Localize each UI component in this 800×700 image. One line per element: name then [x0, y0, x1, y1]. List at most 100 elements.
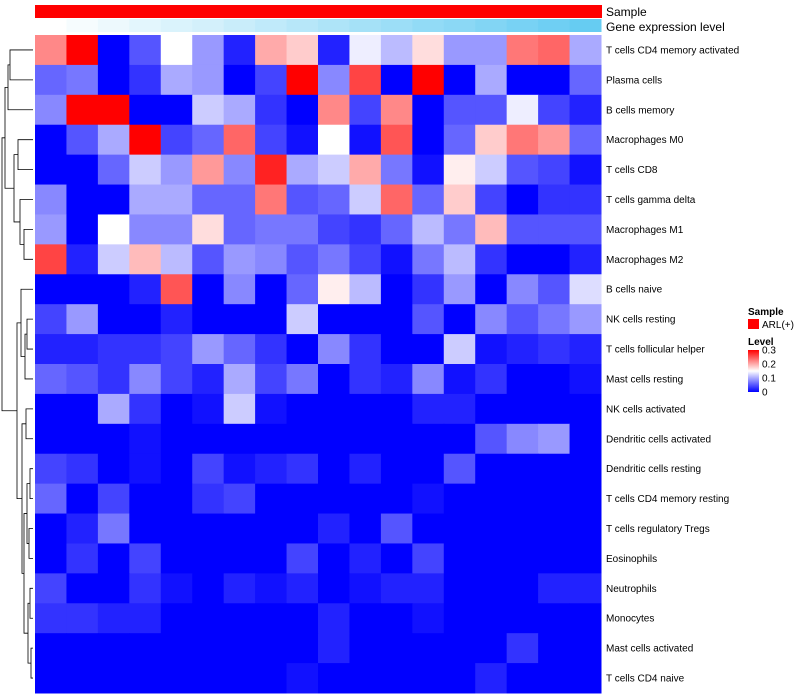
heatmap-cell	[475, 663, 508, 694]
gene-expression-annotation-cell	[223, 19, 256, 32]
gene-expression-annotation-cell	[160, 19, 193, 32]
heatmap-cell	[35, 304, 67, 335]
dendrogram-branch	[19, 199, 33, 245]
heatmap-cell	[349, 124, 382, 156]
heatmap-cell	[475, 94, 508, 126]
gene-expression-annotation-cell	[255, 19, 288, 32]
heatmap-cell	[160, 214, 193, 245]
heatmap-cell	[286, 393, 319, 425]
heatmap-cell	[380, 184, 413, 215]
heatmap-cell	[380, 124, 413, 156]
heatmap-cell	[160, 154, 193, 186]
heatmap-cell	[412, 573, 445, 604]
heatmap-cell	[412, 633, 445, 664]
heatmap-cell	[412, 543, 445, 574]
heatmap-cell	[506, 64, 539, 96]
heatmap-cell	[349, 633, 382, 664]
row-label: Macrophages M1	[606, 225, 684, 236]
heatmap-cell	[66, 244, 99, 275]
heatmap-cell	[97, 274, 130, 305]
heatmap-cell	[192, 35, 225, 66]
dendrogram-branch	[4, 86, 14, 189]
heatmap-cell	[97, 244, 130, 275]
heatmap-cell	[318, 184, 350, 215]
heatmap-cell	[160, 274, 193, 305]
heatmap-cell	[475, 35, 508, 66]
heatmap-cell	[475, 184, 508, 215]
heatmap-cell	[66, 603, 99, 634]
heatmap-cell	[318, 423, 350, 455]
heatmap-cell	[569, 35, 602, 66]
heatmap-cell	[255, 184, 288, 215]
heatmap-cell	[569, 274, 602, 305]
row-label: T cells gamma delta	[606, 195, 696, 206]
heatmap-cell	[223, 35, 256, 66]
heatmap-cell	[35, 244, 67, 275]
heatmap-cell	[129, 184, 162, 215]
heatmap-cell	[569, 633, 602, 664]
legend-level-colorbar	[748, 350, 759, 392]
heatmap-cell	[475, 513, 508, 544]
legend-sample-entry: ARL(+)	[762, 320, 794, 331]
heatmap-cell	[160, 35, 193, 66]
heatmap-cell	[569, 184, 602, 215]
heatmap-cell	[35, 274, 67, 305]
dendrogram-branch	[1, 137, 17, 412]
heatmap-cell	[192, 543, 225, 574]
heatmap-cell	[506, 244, 539, 275]
row-dendrogram	[1, 49, 33, 679]
heatmap-cell	[538, 423, 571, 455]
heatmap-cell	[35, 214, 67, 245]
heatmap-cell	[443, 154, 476, 186]
heatmap-cell	[286, 244, 319, 275]
row-label: Monocytes	[606, 614, 654, 625]
heatmap-cell	[443, 633, 476, 664]
heatmap-cell	[192, 124, 225, 156]
heatmap-cell	[192, 423, 225, 455]
gene-expression-annotation-cell	[129, 19, 162, 32]
heatmap-cell	[160, 483, 193, 515]
row-label: T cells follicular helper	[606, 345, 705, 356]
heatmap-cell	[66, 573, 99, 604]
heatmap-cell	[318, 453, 350, 485]
heatmap-cell	[318, 543, 350, 574]
dendrogram-branch	[30, 647, 33, 679]
heatmap-cell	[255, 334, 288, 365]
heatmap-cell	[569, 64, 602, 96]
heatmap-cell	[223, 543, 256, 574]
heatmap-cell	[286, 334, 319, 365]
heatmap-cell	[380, 633, 413, 664]
heatmap-cell	[475, 274, 508, 305]
heatmap-cell	[223, 453, 256, 485]
heatmap-cell	[443, 663, 476, 694]
heatmap-cell	[569, 543, 602, 574]
heatmap-cell	[349, 393, 382, 425]
dendrogram-branch	[28, 528, 33, 559]
heatmap-cell	[97, 663, 130, 694]
gene-expression-annotation-cell	[569, 19, 602, 32]
heatmap-cell	[412, 124, 445, 156]
heatmap-cell	[255, 214, 288, 245]
heatmap-cell	[160, 364, 193, 395]
row-label: NK cells activated	[606, 404, 685, 415]
heatmap-cell	[569, 663, 602, 694]
heatmap-cell	[286, 543, 319, 574]
heatmap-cell	[255, 364, 288, 395]
heatmap-cell	[255, 603, 288, 634]
heatmap-cell	[349, 543, 382, 574]
heatmap-cell	[506, 154, 539, 186]
heatmap-cell	[97, 633, 130, 664]
heatmap-cell	[192, 483, 225, 515]
dendrogram-branch	[23, 229, 33, 260]
heatmap-cell	[506, 393, 539, 425]
heatmap-cell	[129, 453, 162, 485]
heatmap-cell	[129, 603, 162, 634]
heatmap-cell	[349, 603, 382, 634]
gene-expression-annotation-cell	[35, 19, 67, 32]
heatmap-cell	[412, 603, 445, 634]
gene-expression-annotation-cell	[66, 19, 99, 32]
heatmap-cell	[506, 124, 539, 156]
heatmap-cell	[35, 154, 67, 186]
heatmap-cell	[97, 423, 130, 455]
